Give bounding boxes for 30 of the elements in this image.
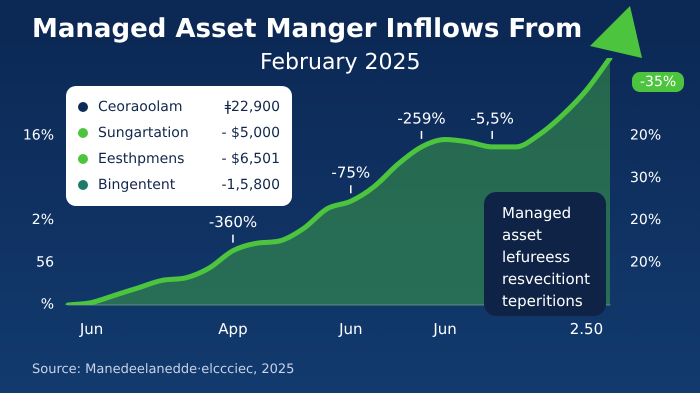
text: 20% [630,128,662,144]
annotation: -360% [208,213,258,232]
annotation: ǂ22,900 [224,99,280,115]
text: 30% [630,170,662,186]
x-tick-label: 2.50 [570,320,604,338]
text: 20% [630,254,662,270]
text: 2% [32,212,54,228]
x-tick-label: Jun [338,320,362,338]
source-note: Source: Manedeelanedde·elccciec, 2025 [32,362,294,377]
annotation: -75% [331,164,370,182]
annotation: -5,5% [470,109,514,128]
annotation: Ceoraoolam [98,99,184,115]
annotation: Managed asset lefureess resvecitiont teperitions [484,192,606,316]
chart-title: Managed Asset Manger Infllows From [32,14,582,44]
text: 56 [36,254,54,270]
annotation: Eesthpmens [98,151,186,167]
annotation: -259% [397,109,446,128]
text: 16% [22,128,54,144]
x-tick-label: Jun [78,320,104,338]
text: 20% [630,212,662,228]
annotation: -1,5,800 [222,177,280,193]
x-tick-label: App [218,320,248,338]
annotation: Bingentent [98,177,176,193]
chart-subtitle: February 2025 [260,50,420,75]
text: % [40,296,54,313]
annotation: - $5,000 [222,125,280,141]
x-tick-label: Jun [432,320,457,338]
annotation: Sungartation [98,125,190,141]
text: -35% [632,72,684,92]
annotation: - $6,501 [222,151,280,167]
